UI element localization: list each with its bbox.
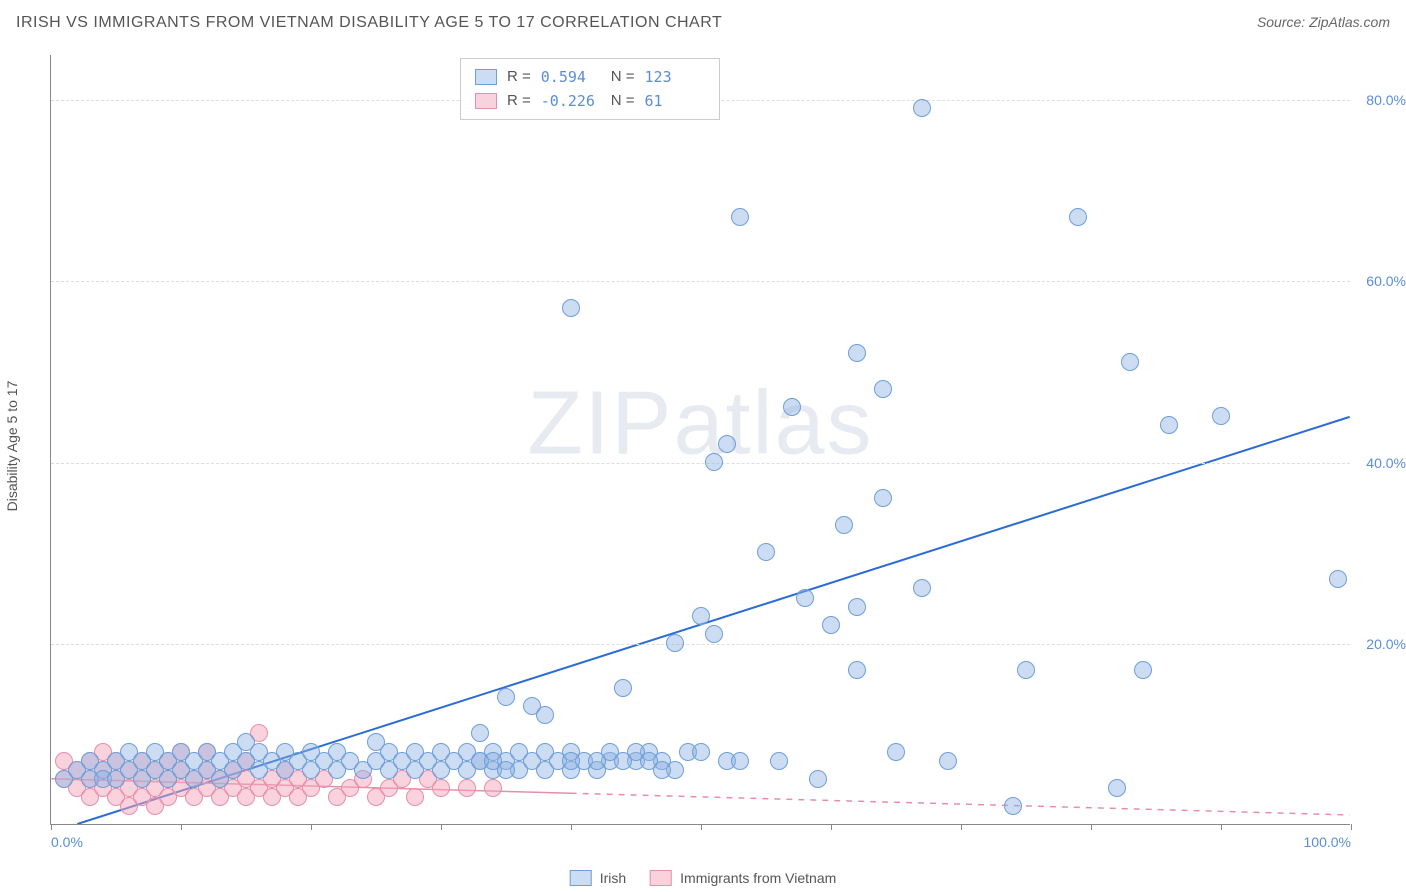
gridline bbox=[51, 281, 1350, 282]
irish-point bbox=[562, 299, 580, 317]
legend-item-vietnam: Immigrants from Vietnam bbox=[650, 870, 836, 886]
swatch-vietnam bbox=[475, 93, 497, 109]
xtick-label: 100.0% bbox=[1304, 834, 1351, 850]
xtick-mark bbox=[51, 824, 52, 830]
irish-point bbox=[562, 752, 580, 770]
watermark: ZIPatlas bbox=[527, 373, 873, 476]
irish-point bbox=[497, 688, 515, 706]
ytick-label: 40.0% bbox=[1356, 455, 1406, 471]
y-axis-label: Disability Age 5 to 17 bbox=[4, 381, 20, 512]
swatch-irish bbox=[475, 69, 497, 85]
gridline bbox=[51, 463, 1350, 464]
swatch-irish bbox=[570, 870, 592, 886]
xtick-label: 0.0% bbox=[51, 834, 83, 850]
irish-point bbox=[1069, 208, 1087, 226]
xtick-mark bbox=[571, 824, 572, 830]
irish-point bbox=[718, 435, 736, 453]
xtick-mark bbox=[311, 824, 312, 830]
irish-point bbox=[731, 208, 749, 226]
irish-point bbox=[939, 752, 957, 770]
irish-point bbox=[770, 752, 788, 770]
source-label: Source: ZipAtlas.com bbox=[1257, 14, 1390, 30]
chart-title: IRISH VS IMMIGRANTS FROM VIETNAM DISABIL… bbox=[16, 14, 722, 32]
irish-point bbox=[536, 706, 554, 724]
irish-point bbox=[705, 625, 723, 643]
irish-point bbox=[874, 489, 892, 507]
legend-row-vietnam: R = -0.226 N = 61 bbox=[475, 89, 705, 113]
irish-point bbox=[705, 453, 723, 471]
irish-point bbox=[809, 770, 827, 788]
gridline bbox=[51, 644, 1350, 645]
chart-plot-area: ZIPatlas 20.0%40.0%60.0%80.0%0.0%100.0% bbox=[50, 55, 1350, 825]
irish-point bbox=[614, 752, 632, 770]
irish-point bbox=[757, 543, 775, 561]
irish-point bbox=[835, 516, 853, 534]
irish-point bbox=[692, 607, 710, 625]
irish-point bbox=[1004, 797, 1022, 815]
vietnam-point bbox=[406, 788, 424, 806]
irish-point bbox=[874, 380, 892, 398]
xtick-mark bbox=[831, 824, 832, 830]
irish-point bbox=[822, 616, 840, 634]
irish-point bbox=[848, 598, 866, 616]
xtick-mark bbox=[701, 824, 702, 830]
swatch-vietnam bbox=[650, 870, 672, 886]
ytick-label: 20.0% bbox=[1356, 636, 1406, 652]
vietnam-point bbox=[484, 779, 502, 797]
irish-point bbox=[1212, 407, 1230, 425]
irish-point bbox=[913, 579, 931, 597]
trend-lines bbox=[51, 55, 1350, 824]
ytick-label: 80.0% bbox=[1356, 92, 1406, 108]
xtick-mark bbox=[181, 824, 182, 830]
irish-point bbox=[614, 679, 632, 697]
series-legend: Irish Immigrants from Vietnam bbox=[570, 870, 837, 886]
irish-point bbox=[1134, 661, 1152, 679]
irish-point bbox=[692, 743, 710, 761]
irish-point bbox=[653, 761, 671, 779]
vietnam-point bbox=[458, 779, 476, 797]
irish-point bbox=[497, 761, 515, 779]
xtick-mark bbox=[1221, 824, 1222, 830]
xtick-mark bbox=[1091, 824, 1092, 830]
irish-point bbox=[731, 752, 749, 770]
irish-point bbox=[913, 99, 931, 117]
irish-point bbox=[783, 398, 801, 416]
irish-point bbox=[1108, 779, 1126, 797]
irish-point bbox=[1121, 353, 1139, 371]
irish-point bbox=[471, 724, 489, 742]
legend-item-irish: Irish bbox=[570, 870, 626, 886]
irish-point bbox=[848, 344, 866, 362]
header: IRISH VS IMMIGRANTS FROM VIETNAM DISABIL… bbox=[16, 14, 1390, 32]
vietnam-point bbox=[432, 779, 450, 797]
irish-point bbox=[1017, 661, 1035, 679]
xtick-mark bbox=[1351, 824, 1352, 830]
xtick-mark bbox=[441, 824, 442, 830]
xtick-mark bbox=[961, 824, 962, 830]
irish-point bbox=[588, 752, 606, 770]
irish-point bbox=[887, 743, 905, 761]
ytick-label: 60.0% bbox=[1356, 273, 1406, 289]
irish-point bbox=[666, 634, 684, 652]
correlation-legend: R = 0.594 N = 123 R = -0.226 N = 61 bbox=[460, 58, 720, 120]
irish-point bbox=[796, 589, 814, 607]
irish-point bbox=[1160, 416, 1178, 434]
irish-point bbox=[1329, 570, 1347, 588]
irish-point bbox=[848, 661, 866, 679]
legend-row-irish: R = 0.594 N = 123 bbox=[475, 65, 705, 89]
